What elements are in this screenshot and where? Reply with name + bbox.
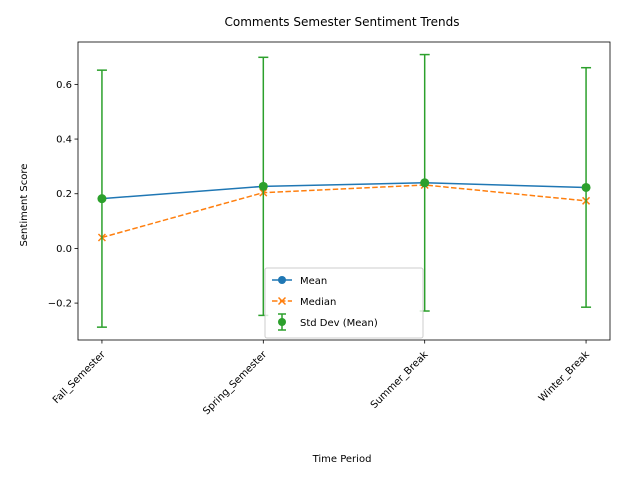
chart-title: Comments Semester Sentiment Trends [225,15,460,29]
y-tick-label: 0.6 [56,80,72,91]
legend: Mean Median Std Dev (Mean) [264,267,424,339]
legend-median-label: Median [300,297,336,308]
errorbar-mean-point [420,178,430,188]
y-axis-label: Sentiment Score [19,164,30,247]
y-tick-label: −0.2 [48,299,72,310]
legend-errorbar-marker [278,318,286,326]
errorbar-mean-point [581,182,591,192]
errorbar-mean-point [258,181,268,191]
legend-mean-label: Mean [300,276,327,287]
legend-mean-marker [278,276,286,284]
y-tick-label: 0.2 [56,189,72,200]
median-series-line [101,184,587,239]
axes-frame [77,41,611,341]
errorbar-mean-point [97,194,107,204]
y-tick-label: 0.4 [56,135,72,146]
y-tick-label: 0.0 [56,244,72,255]
plot-area [77,41,611,341]
legend-errorbar-label: Std Dev (Mean) [300,318,378,329]
mean-series-line [101,182,587,200]
legend-median-marker [277,296,287,306]
x-axis-label: Time Period [312,454,372,465]
legend-frame [264,267,424,339]
